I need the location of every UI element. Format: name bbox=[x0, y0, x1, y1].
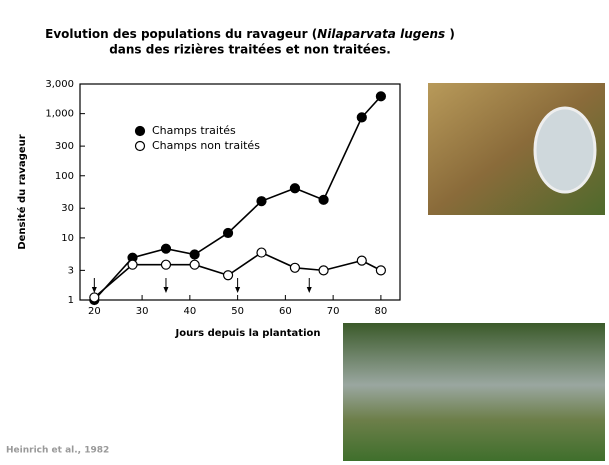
title-part: ) bbox=[445, 27, 455, 41]
y-tick-label: 10 bbox=[61, 233, 74, 244]
spray-arrow bbox=[91, 278, 97, 293]
point bbox=[160, 243, 172, 254]
x-axis-label: Jours depuis la plantation bbox=[175, 328, 321, 339]
y-axis-label: Densité du ravageur bbox=[16, 134, 28, 249]
x-tick-label: 40 bbox=[183, 306, 196, 317]
x-tick-label: 60 bbox=[279, 306, 292, 317]
point bbox=[289, 262, 301, 273]
spray-arrow bbox=[163, 278, 169, 293]
point bbox=[318, 194, 329, 205]
chart-title: Evolution des populations du ravageur (N… bbox=[45, 27, 455, 41]
insect-inset bbox=[533, 106, 597, 194]
point bbox=[289, 183, 301, 194]
y-tick-label: 3 bbox=[68, 265, 74, 276]
y-tick-label: 100 bbox=[55, 171, 74, 182]
y-tick-label: 300 bbox=[55, 141, 74, 152]
point bbox=[375, 265, 386, 276]
point bbox=[160, 259, 172, 270]
chart-subtitle: dans des rizières traitées et non traité… bbox=[109, 43, 391, 57]
legend-label: Champs traités bbox=[152, 124, 236, 137]
spray-arrow bbox=[235, 278, 241, 293]
y-tick-label: 1 bbox=[68, 295, 74, 306]
legend-label: Champs non traités bbox=[152, 139, 260, 152]
point bbox=[256, 247, 267, 258]
x-tick-label: 30 bbox=[136, 306, 149, 317]
point bbox=[356, 255, 367, 266]
point bbox=[256, 196, 267, 207]
title-part: Evolution des populations du ravageur ( bbox=[45, 27, 317, 41]
plot-frame bbox=[79, 83, 401, 301]
y-tick-label: 1,000 bbox=[45, 109, 74, 120]
arrow-head bbox=[306, 287, 312, 293]
x-tick-label: 20 bbox=[88, 306, 101, 317]
y-tick-label: 3,000 bbox=[45, 79, 74, 90]
x-tick-label: 80 bbox=[375, 306, 388, 317]
spray-arrow bbox=[306, 278, 312, 293]
title-species: Nilaparvata lugens bbox=[317, 27, 445, 41]
point bbox=[189, 259, 200, 270]
legend-marker bbox=[134, 125, 146, 137]
point bbox=[375, 91, 386, 102]
point bbox=[222, 270, 234, 281]
field-photo bbox=[343, 323, 605, 461]
y-tick-label: 30 bbox=[61, 203, 74, 214]
point bbox=[89, 292, 100, 303]
point bbox=[356, 112, 367, 123]
point bbox=[318, 265, 329, 276]
arrow-head bbox=[163, 287, 169, 293]
arrow-head bbox=[235, 287, 241, 293]
x-tick-label: 50 bbox=[231, 306, 244, 317]
point bbox=[189, 249, 200, 260]
arrow-head bbox=[91, 287, 97, 293]
x-tick-label: 70 bbox=[327, 306, 340, 317]
series-line bbox=[93, 95, 382, 301]
legend-marker bbox=[134, 140, 146, 152]
series-line bbox=[93, 251, 382, 299]
source: Heinrich et al., 1982 bbox=[6, 446, 109, 456]
point bbox=[127, 259, 138, 270]
point bbox=[222, 227, 234, 239]
